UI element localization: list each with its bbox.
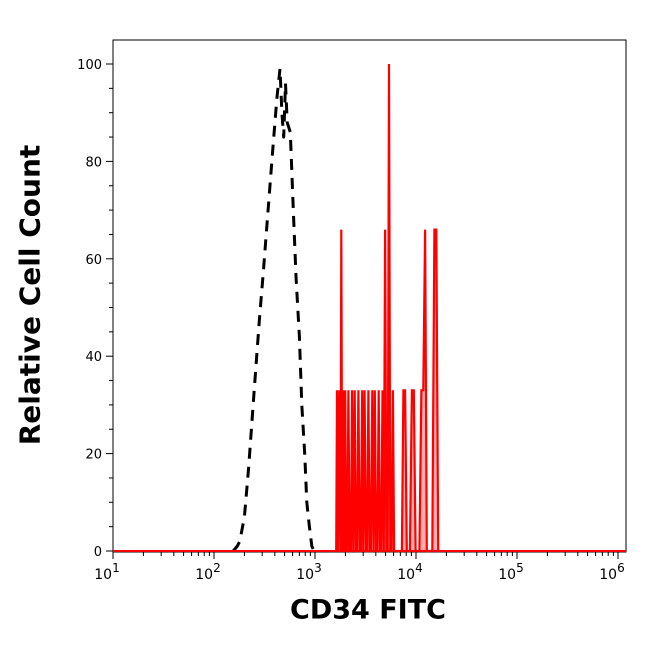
y-tick-label: 0 xyxy=(94,545,102,560)
x-tick-label: 103 xyxy=(296,561,321,583)
x-tick-label: 105 xyxy=(498,561,523,583)
y-tick-label: 20 xyxy=(85,448,102,463)
y-tick-label: 80 xyxy=(85,155,102,170)
series-layer xyxy=(113,63,626,553)
x-tick-label: 102 xyxy=(195,561,220,583)
y-tick-label: 40 xyxy=(85,350,102,365)
x-tick-label: 106 xyxy=(599,561,624,583)
y-tick-label: 60 xyxy=(85,253,102,268)
y-axis-ticks: 0 20 40 60 80 100 xyxy=(77,58,113,560)
series-line-dashed xyxy=(232,67,316,552)
y-tick-label: 100 xyxy=(77,58,102,73)
x-tick-label: 104 xyxy=(397,561,422,583)
y-axis-label: Relative Cell Count xyxy=(13,144,47,446)
x-axis-ticks: 101 102 103 104 105 106 xyxy=(94,552,625,583)
x-tick-label: 101 xyxy=(94,561,119,583)
x-axis-label: CD34 FITC xyxy=(290,594,446,626)
